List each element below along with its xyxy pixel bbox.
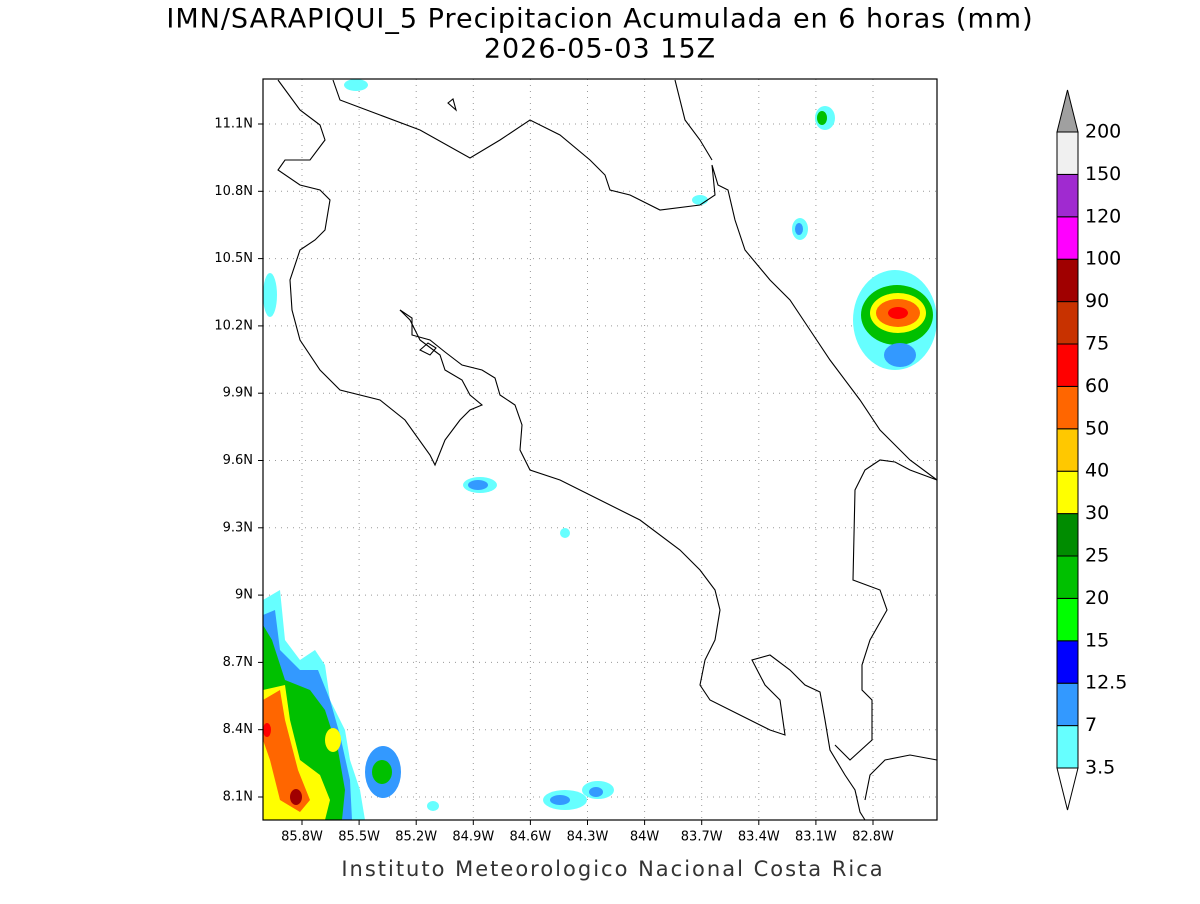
colorbar-box xyxy=(1056,301,1079,345)
colorbar-label: 50 xyxy=(1085,417,1109,439)
lat-tick-label: 8.4N xyxy=(223,722,253,737)
colorbar-box xyxy=(1056,597,1079,642)
colorbar-label: 75 xyxy=(1085,333,1109,355)
colorbar-box xyxy=(1056,555,1079,599)
colorbar-label: 150 xyxy=(1085,163,1121,185)
colorbar-label: 7 xyxy=(1085,714,1097,736)
colorbar-box xyxy=(1056,343,1079,387)
colorbar-label: 60 xyxy=(1085,375,1109,397)
colorbar-under xyxy=(1056,767,1079,811)
map-subtitle: 2026-05-03 15Z xyxy=(484,34,716,65)
lon-tick-label: 84.3W xyxy=(567,830,609,845)
lat-tick-label: 9.9N xyxy=(223,386,253,401)
colorbar-label: 120 xyxy=(1085,205,1121,227)
colorbar: 3.5 7 12.5 15 20 25 30 40 50 60 75 90 100 120 150 200 xyxy=(1056,89,1127,811)
lat-tick-label: 9.6N xyxy=(223,453,253,468)
colorbar-label: 200 xyxy=(1085,121,1121,143)
map-title: IMN/SARAPIQUI_5 Precipitacion Acumulada … xyxy=(166,4,1033,35)
lon-tick-label: 85.2W xyxy=(395,830,437,845)
lon-tick-label: 84W xyxy=(630,830,660,845)
colorbar-box xyxy=(1056,428,1079,472)
colorbar-label: 12.5 xyxy=(1085,672,1127,694)
colorbar-label: 15 xyxy=(1085,629,1109,651)
colorbar-box xyxy=(1056,173,1079,218)
colorbar-box xyxy=(1056,258,1079,303)
coastlines xyxy=(277,79,938,821)
map-frame xyxy=(262,78,938,821)
colorbar-label: 30 xyxy=(1085,502,1109,524)
colorbar-box xyxy=(1056,725,1079,769)
colorbar-label: 3.5 xyxy=(1085,757,1115,779)
colorbar-over xyxy=(1056,89,1079,133)
lon-tick-label: 84.6W xyxy=(509,830,551,845)
lat-tick-label: 10.5N xyxy=(214,251,253,266)
grid xyxy=(263,79,937,820)
lon-tick-label: 82.8W xyxy=(852,830,894,845)
colorbar-box xyxy=(1056,216,1079,260)
colorbar-box xyxy=(1056,682,1079,727)
lat-tick-label: 8.7N xyxy=(223,655,253,670)
lat-tick-label: 10.2N xyxy=(214,318,253,333)
lon-tick-label: 83.7W xyxy=(681,830,723,845)
lat-tick-label: 11.1N xyxy=(214,117,253,132)
lon-tick-label: 83.4W xyxy=(738,830,780,845)
lat-tick-label: 10.8N xyxy=(214,184,253,199)
lon-tick-label: 83.1W xyxy=(795,830,837,845)
colorbar-box xyxy=(1056,640,1079,684)
colorbar-box xyxy=(1056,470,1079,515)
lon-tick-label: 84.9W xyxy=(452,830,494,845)
colorbar-label: 25 xyxy=(1085,545,1109,567)
colorbar-box xyxy=(1056,131,1079,175)
colorbar-box xyxy=(1056,513,1079,557)
colorbar-label: 90 xyxy=(1085,290,1109,312)
lat-tick-label: 8.1N xyxy=(223,790,253,805)
colorbar-label: 100 xyxy=(1085,248,1121,270)
lat-tick-label: 9.3N xyxy=(223,520,253,535)
lat-tick-label: 9N xyxy=(235,588,253,603)
axis-ticks: 11.1N 10.8N 10.5N 10.2N 9.9N 9.6N 9.3N 9N 8.7N 8.… xyxy=(214,117,894,845)
colorbar-label: 20 xyxy=(1085,587,1109,609)
colorbar-label: 40 xyxy=(1085,460,1109,482)
precip-areas xyxy=(263,79,937,820)
lon-tick-label: 85.5W xyxy=(338,830,380,845)
colorbar-box xyxy=(1056,385,1079,430)
lon-tick-label: 85.8W xyxy=(281,830,323,845)
footer: Instituto Meteorologico Nacional Costa R… xyxy=(341,857,884,881)
